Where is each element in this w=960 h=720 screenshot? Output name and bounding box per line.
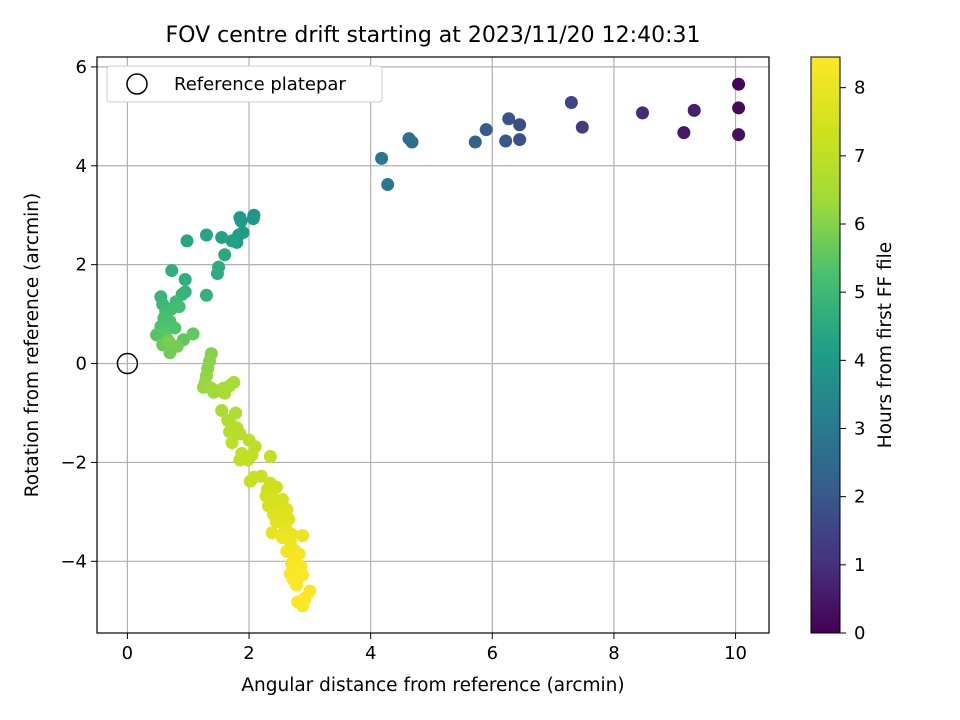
colorbar-tick-label: 2 [854,487,865,508]
legend-box [106,65,383,103]
data-point [263,449,277,463]
legend-label: Reference platepar [174,74,346,95]
data-point [677,126,691,140]
data-point [732,128,746,142]
data-point [296,599,310,613]
data-point [269,480,283,494]
y-tick-label: −4 [60,551,87,572]
data-point [243,474,257,488]
colorbar-tick-label: 7 [854,146,865,167]
x-tick-label: 6 [487,643,498,664]
colorbar [810,56,841,634]
colorbar-label: Hours from first FF file [875,242,896,448]
y-tick-label: 2 [76,255,87,276]
data-point [254,469,268,483]
colorbar-tick-label: 0 [854,623,865,644]
colorbar-tick-label: 1 [854,555,865,576]
x-tick-label: 8 [608,643,619,664]
data-point [636,106,650,120]
scatter-points [150,77,746,613]
data-point [218,386,232,400]
data-point [199,288,213,302]
colorbar-tick-label: 4 [854,350,865,371]
data-point [215,230,229,244]
data-point [499,134,513,148]
legend: Reference platepar [106,65,383,103]
x-tick-label: 10 [724,643,747,664]
data-point [234,214,248,228]
data-point [225,234,239,248]
data-point [215,404,229,418]
data-point [275,493,289,507]
colorbar-tick-label: 5 [854,282,865,303]
data-point [289,578,303,592]
legend-marker [126,73,148,95]
grid [97,57,769,633]
data-point [225,436,239,450]
data-point [732,101,746,115]
y-axis-label: Rotation from reference (arcmin) [22,193,43,497]
data-point [199,228,213,242]
colorbar-tick-label: 3 [854,419,865,440]
reference-marker [116,352,139,375]
y-tick-label: 4 [76,156,87,177]
data-point [479,123,493,137]
data-point [227,375,241,389]
chart-title: FOV centre drift starting at 2023/11/20 … [166,23,701,48]
colorbar-tick-label: 6 [854,214,865,235]
data-point [513,133,527,147]
data-point [575,120,589,134]
x-tick-label: 4 [365,643,376,664]
data-point [210,267,224,281]
plot-frame [96,56,770,634]
data-point [233,427,247,441]
data-point [687,103,701,117]
data-point [296,529,310,543]
reference-marker-group [116,352,139,375]
x-tick-label: 2 [243,643,254,664]
data-point [150,328,164,342]
data-point [165,264,179,278]
colorbar-axis: 0 1 2 3 4 5 6 7 8 [840,78,865,644]
y-tick-label: 0 [76,354,87,375]
data-point [564,95,578,109]
y-tick-label: −2 [60,452,87,473]
data-point [218,248,232,262]
x-axis-label: Angular distance from reference (arcmin) [241,675,624,696]
y-axis: −4 −2 0 2 4 6 [60,57,97,572]
data-point [402,132,416,146]
data-point [178,272,192,286]
data-point [513,118,527,132]
data-point [732,77,746,91]
data-point [468,135,482,149]
data-point [381,178,395,192]
x-axis: 0 2 4 6 8 10 [122,633,747,664]
y-tick-label: 6 [76,57,87,78]
data-point [375,151,389,165]
data-point [223,425,237,439]
data-point [265,526,279,540]
data-point [502,112,516,126]
data-point [246,212,260,226]
data-point [172,300,186,314]
x-tick-label: 0 [122,643,133,664]
data-point [180,234,194,248]
data-point [186,327,200,341]
data-point [241,453,255,467]
data-point [162,334,176,348]
data-point [168,321,182,335]
colorbar-tick-label: 8 [854,78,865,99]
